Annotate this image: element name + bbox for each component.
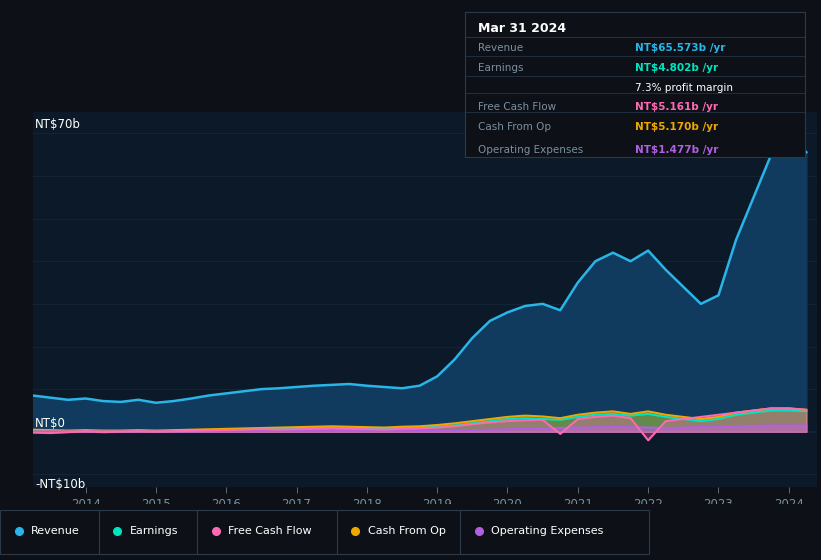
Text: NT$70b: NT$70b <box>35 118 81 130</box>
Text: Revenue: Revenue <box>479 43 524 53</box>
Text: Mar 31 2024: Mar 31 2024 <box>479 22 566 35</box>
FancyBboxPatch shape <box>337 510 468 554</box>
Text: Operating Expenses: Operating Expenses <box>491 526 603 536</box>
Text: Cash From Op: Cash From Op <box>479 122 551 132</box>
Text: NT$5.170b /yr: NT$5.170b /yr <box>635 122 718 132</box>
Text: NT$1.477b /yr: NT$1.477b /yr <box>635 145 718 155</box>
Text: Free Cash Flow: Free Cash Flow <box>479 102 557 112</box>
Text: Free Cash Flow: Free Cash Flow <box>228 526 312 536</box>
Text: 7.3% profit margin: 7.3% profit margin <box>635 83 732 93</box>
Text: Cash From Op: Cash From Op <box>368 526 446 536</box>
Text: Operating Expenses: Operating Expenses <box>479 145 584 155</box>
FancyBboxPatch shape <box>99 510 205 554</box>
FancyBboxPatch shape <box>0 510 107 554</box>
FancyBboxPatch shape <box>460 510 649 554</box>
Text: -NT$10b: -NT$10b <box>35 478 85 491</box>
Text: NT$4.802b /yr: NT$4.802b /yr <box>635 63 718 73</box>
Text: NT$5.161b /yr: NT$5.161b /yr <box>635 102 718 112</box>
Text: Revenue: Revenue <box>31 526 80 536</box>
Text: Earnings: Earnings <box>130 526 178 536</box>
Text: NT$65.573b /yr: NT$65.573b /yr <box>635 43 725 53</box>
Text: NT$0: NT$0 <box>35 417 66 430</box>
FancyBboxPatch shape <box>197 510 345 554</box>
Text: Earnings: Earnings <box>479 63 524 73</box>
